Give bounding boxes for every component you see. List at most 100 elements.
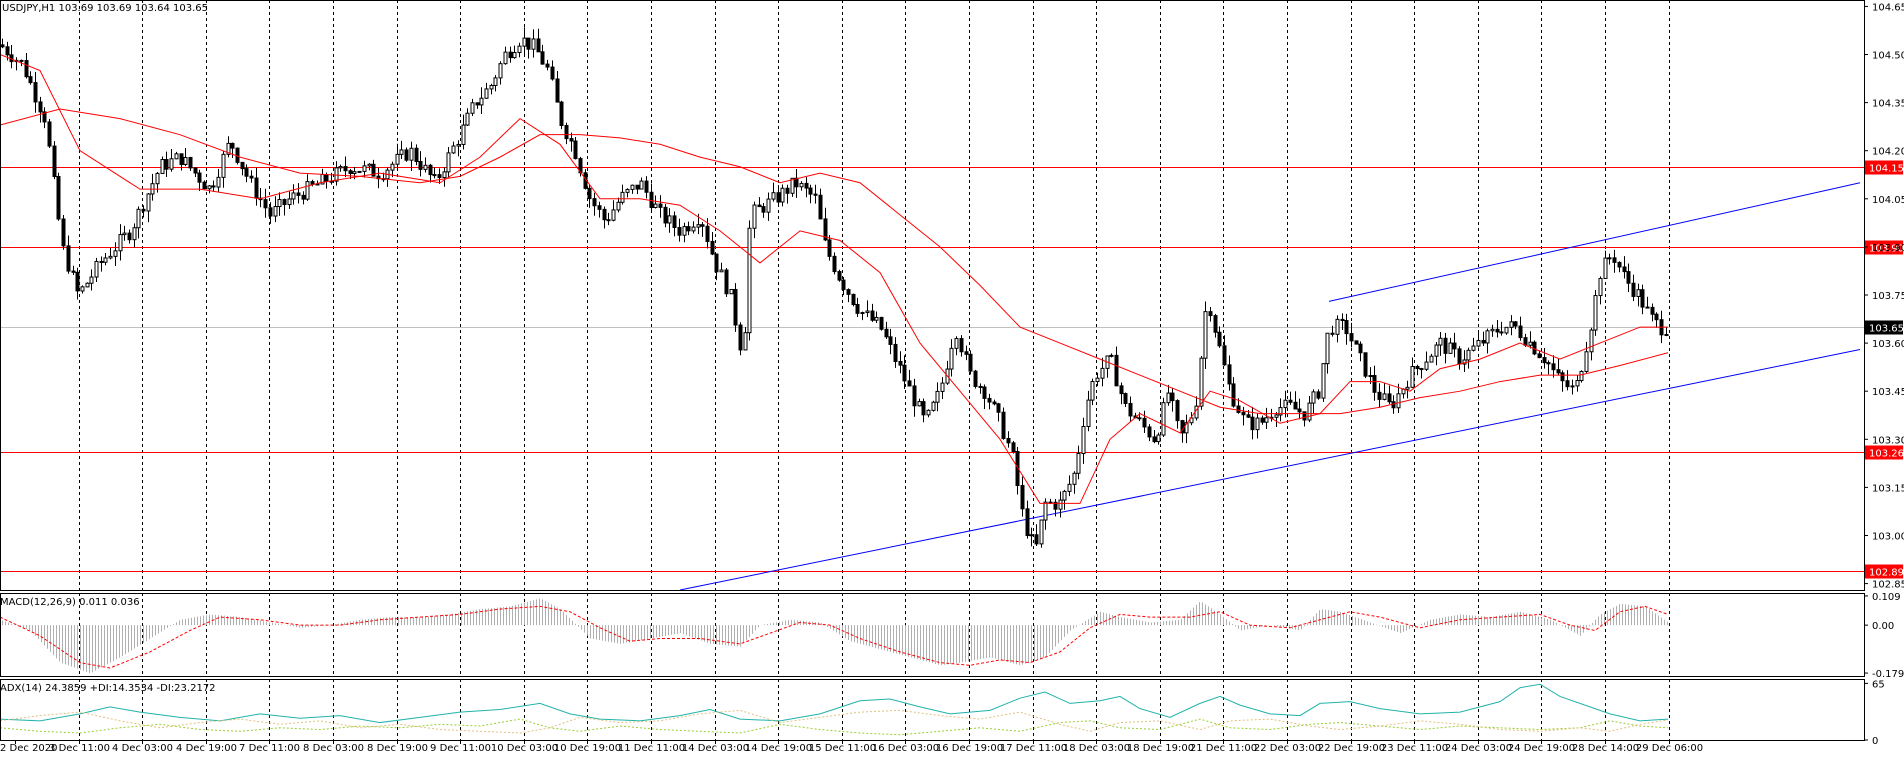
candle-body: [1481, 339, 1486, 344]
candle-body: [211, 185, 216, 188]
candle-body: [1429, 355, 1434, 363]
candle-body: [1448, 342, 1453, 354]
candle-body: [1372, 375, 1377, 393]
price-tick-label: 103.45: [1872, 387, 1904, 398]
candle-body: [1626, 271, 1631, 284]
candle-body: [1415, 366, 1420, 370]
level-label: 103.90: [1869, 244, 1904, 255]
candle-body: [1344, 320, 1349, 335]
horizontal-levels: 104.15 103.90 103.26 102.89 103.65: [0, 160, 1904, 579]
time-axis-label: 22 Dec 19:00: [1318, 743, 1385, 754]
candle-body: [1001, 411, 1006, 439]
candle-body: [592, 198, 597, 207]
candle-body: [1523, 337, 1528, 346]
candle-body: [761, 206, 766, 213]
candle-body: [315, 183, 320, 186]
candle-body: [493, 77, 498, 86]
price-tick-label: 104.35: [1872, 99, 1904, 110]
candle-body: [1603, 257, 1608, 279]
candle-body: [776, 192, 781, 203]
candle-body: [865, 310, 870, 314]
macd-signal-line: [0, 605, 1669, 669]
candle-body: [136, 208, 141, 229]
candle-body: [1584, 351, 1589, 372]
time-axis-label: 4 Dec 03:00: [112, 743, 173, 754]
candle-body: [771, 192, 776, 200]
candle-body: [273, 206, 278, 217]
candle-body: [1015, 450, 1020, 486]
candle-body: [1302, 411, 1307, 421]
candle-body: [987, 397, 992, 403]
candle-body: [874, 316, 879, 321]
candle-body: [526, 37, 531, 50]
trendline: [679, 349, 1861, 591]
candle-body: [451, 145, 456, 154]
time-axis-label: 7 Dec 11:00: [239, 743, 300, 754]
candle-body: [1293, 401, 1298, 410]
candle-body: [1349, 333, 1354, 342]
candle-body: [28, 76, 33, 84]
candle-body: [902, 364, 907, 382]
time-axis-label: 28 Dec 14:00: [1572, 743, 1639, 754]
candle-body: [630, 184, 635, 190]
candle-body: [837, 271, 842, 281]
candle-body: [324, 174, 329, 182]
current-price-label: 103.65: [1869, 324, 1904, 335]
candle-body: [1250, 416, 1255, 431]
candle-body: [1452, 342, 1457, 350]
candle-body: [672, 215, 677, 229]
candle-body: [1029, 534, 1034, 537]
candle-body: [667, 215, 672, 224]
candle-body: [1471, 345, 1476, 351]
candle-body: [141, 208, 146, 212]
candle-body: [89, 276, 94, 284]
candle-body: [738, 324, 743, 351]
time-axis-label: 18 Dec 03:00: [1063, 743, 1130, 754]
candle-body: [362, 165, 367, 172]
candle-body: [949, 347, 954, 370]
candle-body: [390, 163, 395, 171]
candle-body: [1119, 385, 1124, 395]
candle-body: [804, 182, 809, 189]
candle-body: [658, 203, 663, 208]
trend-channel: [679, 182, 1861, 591]
candle-body: [1664, 334, 1669, 337]
candle-body: [367, 163, 372, 167]
candle-body: [940, 382, 945, 392]
candle-body: [418, 160, 423, 170]
candle-body: [653, 203, 658, 209]
price-tick-label: 102.85: [1872, 580, 1904, 591]
chart-grid: [79, 0, 1670, 740]
candle-body: [1081, 425, 1086, 455]
candlesticks: [0, 27, 1669, 548]
candle-body: [503, 51, 508, 65]
candle-body: [1246, 414, 1251, 418]
candle-body: [860, 312, 865, 315]
candle-body: [1382, 393, 1387, 400]
time-axis-label: 29 Dec 06:00: [1636, 743, 1703, 754]
candle-body: [799, 182, 804, 188]
time-axis-label: 17 Dec 11:00: [1000, 743, 1067, 754]
candle-body: [555, 78, 560, 103]
candle-body: [414, 147, 419, 162]
candle-body: [1095, 377, 1100, 383]
chart-axes: [0, 0, 1868, 744]
candle-body: [964, 351, 969, 355]
time-axis-label: 14 Dec 19:00: [745, 743, 812, 754]
time-axis-label: 4 Dec 19:00: [176, 743, 237, 754]
candle-body: [0, 44, 5, 48]
candle-body: [489, 84, 494, 90]
candle-body: [75, 271, 80, 292]
candle-body: [1288, 399, 1293, 403]
adx-pane-frame: [0, 679, 1865, 741]
moving-average-fast: [0, 54, 1668, 504]
candle-body: [409, 147, 414, 161]
candle-body: [917, 401, 922, 407]
candle-body: [1227, 364, 1232, 385]
candle-body: [42, 111, 47, 123]
candle-body: [616, 201, 621, 211]
price-tick-label: 104.50: [1872, 51, 1904, 62]
candle-body: [118, 234, 123, 252]
candle-body: [56, 175, 61, 220]
candle-body: [301, 194, 306, 200]
